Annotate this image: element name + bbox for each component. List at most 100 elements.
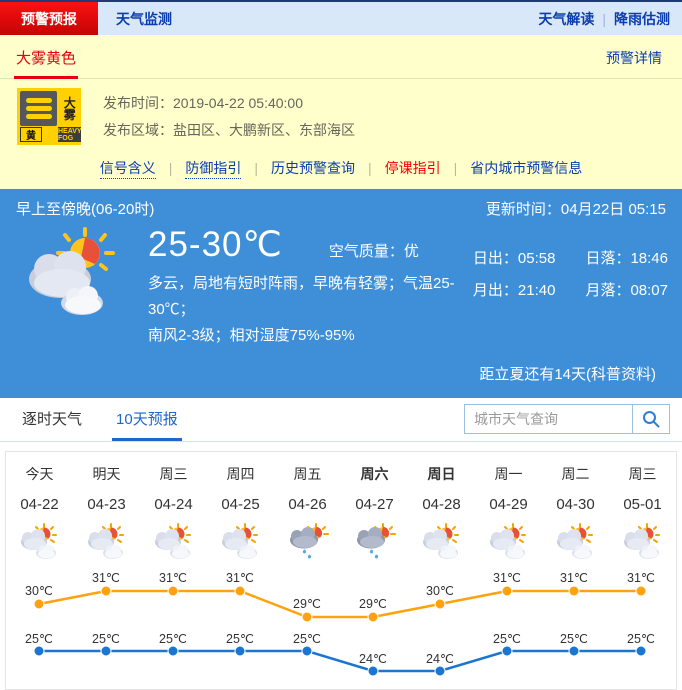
update-time: 更新时间：04月22日 05:15 bbox=[485, 201, 666, 218]
high-temp-chart: 30℃ 31℃ 31℃ 31℃ 29℃ 29℃ 30℃ 31℃ 31℃ 31℃ bbox=[25, 571, 655, 623]
date-label: 04-23 bbox=[87, 496, 126, 513]
publish-time-line: 发布时间：2019-04-22 05:40:00 bbox=[103, 94, 303, 111]
fog-symbol bbox=[20, 91, 57, 126]
warning-tab-row: 大雾黄色 预警详情 bbox=[0, 35, 682, 79]
svg-text:25℃: 25℃ bbox=[493, 632, 521, 646]
warning-link-5[interactable]: 省内城市预警信息 bbox=[470, 160, 583, 176]
current-body: 25-30℃ 空气质量：优 多云，局地有短时阵雨，早晚有轻雾；气温25-30℃；… bbox=[0, 219, 682, 349]
date-label: 04-24 bbox=[154, 496, 193, 513]
sun-moon-panel: 日出：05:58 日落：18:46 月出：21:40 月落：08:07 bbox=[473, 225, 668, 349]
dates-row: 04-22 04-23 04-24 04-25 04-26 04-27 04-28 04-29… bbox=[6, 484, 676, 513]
sun-moon-item: 日落：18:46 bbox=[585, 250, 668, 267]
day-name: 周五 bbox=[293, 466, 322, 482]
publish-time-value: 2019-04-22 05:40:00 bbox=[173, 94, 303, 111]
top-border bbox=[0, 0, 682, 2]
tab-warning-forecast[interactable]: 预警预报 bbox=[0, 2, 98, 35]
divider: | bbox=[368, 160, 372, 176]
current-header: 早上至傍晚(06-20时) 更新时间：04月22日 05:15 bbox=[0, 198, 682, 219]
date-label: 04-22 bbox=[20, 496, 59, 513]
current-main: 25-30℃ 空气质量：优 多云，局地有短时阵雨，早晚有轻雾；气温25-30℃；… bbox=[148, 225, 473, 349]
day-name: 周四 bbox=[226, 466, 255, 482]
divider: | bbox=[168, 160, 173, 176]
day-name: 今天 bbox=[25, 466, 54, 482]
partly-cloudy-icon bbox=[207, 521, 274, 565]
search-icon bbox=[643, 411, 660, 428]
svg-text:31℃: 31℃ bbox=[627, 571, 655, 585]
publish-area-value: 盐田区、大鹏新区、东部海区 bbox=[173, 121, 355, 138]
link-rain-estimate[interactable]: 降雨估测 bbox=[614, 10, 670, 27]
search-button[interactable] bbox=[632, 404, 670, 434]
warning-link-2[interactable]: 防御指引 bbox=[185, 160, 242, 179]
warning-detail-link[interactable]: 预警详情 bbox=[606, 50, 662, 66]
warning-link-1[interactable]: 信号含义 bbox=[99, 160, 156, 179]
partly-cloudy-icon bbox=[542, 521, 609, 565]
svg-text:24℃: 24℃ bbox=[359, 652, 387, 666]
solar-term-row: 距立夏还有14天(科普资料) bbox=[0, 349, 682, 398]
day-name: 周日 bbox=[427, 466, 456, 482]
warning-link-4[interactable]: 停课指引 bbox=[384, 160, 441, 176]
description-line-1: 多云，局地有短时阵雨，早晚有轻雾；气温25-30℃； bbox=[148, 275, 455, 318]
shower-rain-icon bbox=[341, 521, 408, 565]
svg-text:29℃: 29℃ bbox=[359, 597, 387, 611]
warning-texts: 发布时间：2019-04-22 05:40:00 发布区域：盐田区、大鹏新区、东… bbox=[103, 90, 355, 144]
svg-text:29℃: 29℃ bbox=[293, 597, 321, 611]
tab-fog-yellow-warning[interactable]: 大雾黄色 bbox=[14, 47, 79, 79]
shower-rain-icon bbox=[274, 521, 341, 565]
city-search-input[interactable] bbox=[464, 404, 632, 434]
day-name: 周一 bbox=[494, 466, 523, 482]
current-weather-panel: 早上至傍晚(06-20时) 更新时间：04月22日 05:15 bbox=[0, 189, 682, 398]
divider: | bbox=[602, 10, 606, 27]
svg-text:25℃: 25℃ bbox=[159, 632, 187, 646]
partly-cloudy-large-icon bbox=[22, 225, 130, 349]
svg-text:25℃: 25℃ bbox=[25, 632, 53, 646]
sun-moon-item: 月出：21:40 bbox=[472, 282, 556, 299]
sun-moon-item: 日出：05:58 bbox=[472, 250, 556, 267]
partly-cloudy-icon bbox=[73, 521, 140, 565]
description-line-2: 南风2-3级；相对湿度75%-95% bbox=[148, 327, 355, 344]
tab-hourly-weather[interactable]: 逐时天气 bbox=[22, 411, 83, 428]
top-nav: 预警预报 天气监测 天气解读 | 降雨估测 bbox=[0, 2, 682, 35]
day-name: 明天 bbox=[92, 466, 121, 482]
date-label: 04-27 bbox=[355, 496, 394, 513]
svg-text:30℃: 30℃ bbox=[426, 584, 454, 598]
tab-ten-day-forecast[interactable]: 10天预报 bbox=[112, 408, 182, 441]
svg-text:25℃: 25℃ bbox=[293, 632, 321, 646]
partly-cloudy-icon bbox=[6, 521, 73, 565]
svg-text:25℃: 25℃ bbox=[627, 632, 655, 646]
warning-link-3[interactable]: 历史预警查询 bbox=[271, 160, 355, 176]
publish-area-line: 发布区域：盐田区、大鹏新区、东部海区 bbox=[103, 121, 355, 138]
fog-icon-level: 黄 bbox=[20, 127, 42, 142]
divider: | bbox=[254, 160, 258, 176]
partly-cloudy-icon bbox=[140, 521, 207, 565]
svg-text:25℃: 25℃ bbox=[226, 632, 254, 646]
svg-text:31℃: 31℃ bbox=[159, 571, 187, 585]
air-quality: 空气质量：优 bbox=[328, 243, 419, 260]
warning-info-row: 大雾 黄 HEAVY FOG 发布时间：2019-04-22 05:40:00 … bbox=[0, 79, 682, 151]
fog-icon-english: HEAVY FOG bbox=[58, 127, 82, 142]
svg-text:24℃: 24℃ bbox=[426, 652, 454, 666]
solar-term-link[interactable]: 距立夏还有14天(科普资料) bbox=[479, 366, 656, 383]
heavy-fog-warning-icon: 大雾 黄 HEAVY FOG bbox=[17, 88, 82, 145]
date-label: 04-26 bbox=[288, 496, 327, 513]
forecast-tab-bar: 逐时天气 10天预报 bbox=[0, 398, 682, 442]
date-label: 05-01 bbox=[623, 496, 662, 513]
date-label: 04-29 bbox=[489, 496, 528, 513]
low-temp-chart: 25℃ 25℃ 25℃ 25℃ 25℃ 24℃ 24℃ 25℃ 25℃ 25℃ bbox=[25, 632, 655, 677]
divider: | bbox=[453, 160, 458, 176]
date-label: 04-28 bbox=[422, 496, 461, 513]
forecast-period: 早上至傍晚(06-20时) bbox=[16, 201, 155, 218]
temperature-range: 25-30℃ bbox=[148, 225, 283, 264]
weather-description: 多云，局地有短时阵雨，早晚有轻雾；气温25-30℃； 南风2-3级；相对湿度75… bbox=[148, 271, 473, 349]
day-name: 周六 bbox=[360, 466, 389, 482]
svg-text:31℃: 31℃ bbox=[493, 571, 521, 585]
day-name: 周三 bbox=[628, 466, 657, 482]
partly-cloudy-icon bbox=[609, 521, 676, 565]
sun-moon-item: 月落：08:07 bbox=[585, 282, 668, 299]
link-weather-interpretation[interactable]: 天气解读 bbox=[538, 10, 595, 27]
tab-weather-monitor[interactable]: 天气监测 bbox=[116, 10, 172, 27]
date-label: 04-30 bbox=[556, 496, 595, 513]
icons-row bbox=[6, 513, 676, 565]
svg-text:25℃: 25℃ bbox=[92, 632, 120, 646]
partly-cloudy-icon bbox=[475, 521, 542, 565]
partly-cloudy-icon bbox=[408, 521, 475, 565]
